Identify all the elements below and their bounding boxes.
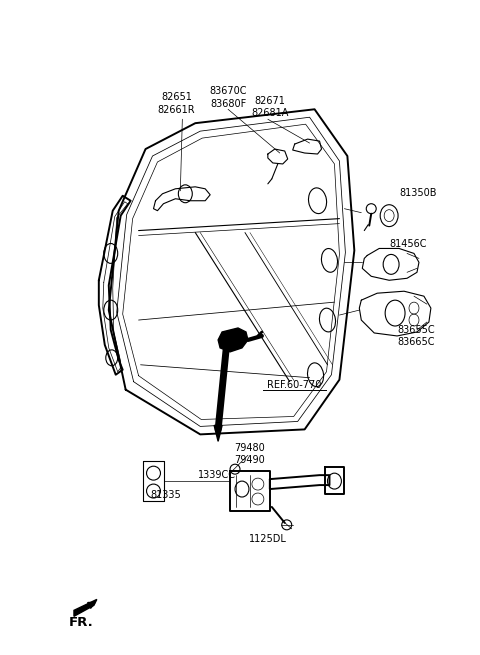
Text: 82671
82681A: 82671 82681A bbox=[251, 96, 288, 119]
Text: 1339CC: 1339CC bbox=[198, 470, 236, 480]
Polygon shape bbox=[214, 426, 222, 441]
Text: 79480
79490: 79480 79490 bbox=[235, 443, 265, 466]
Text: 83655C
83665C: 83655C 83665C bbox=[397, 325, 435, 347]
Text: 1125DL: 1125DL bbox=[249, 534, 287, 544]
Polygon shape bbox=[218, 328, 248, 352]
Text: REF.60-770: REF.60-770 bbox=[267, 380, 322, 390]
Text: 81335: 81335 bbox=[151, 490, 181, 500]
Text: 83670C
83680F: 83670C 83680F bbox=[209, 86, 247, 109]
Text: 81456C: 81456C bbox=[389, 240, 427, 250]
Text: FR.: FR. bbox=[69, 616, 94, 629]
Polygon shape bbox=[74, 599, 97, 616]
Text: 82651
82661R: 82651 82661R bbox=[157, 92, 195, 115]
Text: 81350B: 81350B bbox=[399, 188, 437, 198]
